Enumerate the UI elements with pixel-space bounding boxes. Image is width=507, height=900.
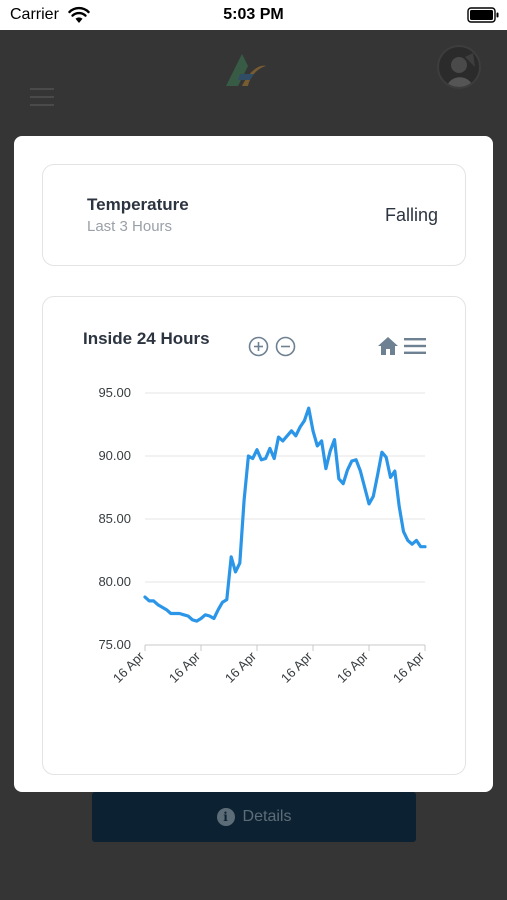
temperature-trend: Falling: [384, 205, 438, 225]
x-tick-label: 16 Apr: [222, 648, 260, 686]
temperature-card: Temperature Last 3 Hours Falling: [42, 164, 466, 266]
chart-card: Inside 24 Hours 95.00 90.00 85.00 80.00 75.0…: [42, 296, 466, 775]
line-chart: 95.00 90.00 85.00 80.00 75.00 16 Apr 16 Apr 16…: [98, 385, 428, 686]
chart-menu-icon[interactable]: [404, 337, 426, 355]
y-tick-label: 95.00: [98, 385, 131, 400]
series-line: [143, 406, 427, 623]
x-tick-label: 16 Apr: [334, 648, 372, 686]
chart-title: Inside 24 Hours: [83, 329, 210, 348]
zoom-out-icon[interactable]: [275, 336, 296, 357]
x-tick-label: 16 Apr: [110, 648, 148, 686]
details-button-label: Details: [242, 808, 292, 825]
brand-logo-icon: [226, 54, 266, 86]
home-icon[interactable]: [377, 335, 399, 357]
info-icon: i: [216, 808, 235, 826]
x-tick-label: 16 Apr: [278, 648, 316, 686]
y-tick-label: 75.00: [98, 637, 131, 652]
status-bar: Carrier 5:03 PM: [0, 0, 507, 30]
hamburger-icon[interactable]: [30, 88, 54, 108]
user-avatar-icon[interactable]: [437, 45, 481, 89]
y-tick-label: 85.00: [98, 511, 131, 526]
modal-dialog: Temperature Last 3 Hours Falling Inside …: [14, 136, 493, 792]
temperature-subtitle: Last 3 Hours: [87, 218, 173, 235]
details-button[interactable]: i Details: [92, 792, 416, 842]
carrier-label: Carrier: [10, 6, 59, 23]
x-tick-label: 16 Apr: [390, 648, 428, 686]
status-time: 5:03 PM: [223, 6, 284, 23]
y-tick-label: 90.00: [98, 448, 131, 463]
wifi-icon: [68, 6, 90, 23]
temperature-title: Temperature: [87, 195, 189, 214]
y-tick-label: 80.00: [98, 574, 131, 589]
zoom-in-icon[interactable]: [248, 336, 269, 357]
x-tick-label: 16 Apr: [166, 648, 204, 686]
battery-icon: [467, 7, 499, 23]
